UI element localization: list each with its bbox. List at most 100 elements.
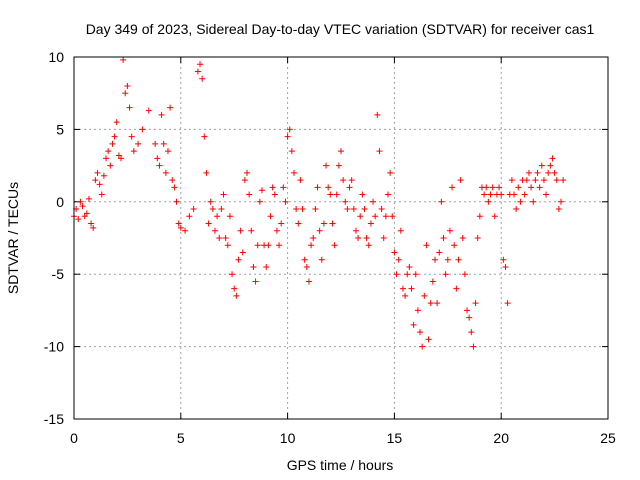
data-point	[412, 271, 419, 278]
data-point	[216, 235, 223, 241]
data-point	[338, 148, 344, 155]
data-point	[500, 256, 507, 263]
y-tick-label: -15	[44, 411, 64, 427]
data-point	[372, 213, 379, 220]
data-point	[158, 111, 165, 118]
data-point	[410, 321, 417, 328]
data-point	[365, 242, 372, 249]
data-point	[273, 227, 280, 234]
data-point	[387, 169, 394, 176]
data-point	[207, 198, 214, 205]
data-point	[280, 184, 287, 191]
data-point	[291, 169, 298, 176]
data-point	[77, 198, 84, 205]
y-axis-label: SDTVAR / TECUs	[5, 182, 21, 294]
data-point	[201, 133, 208, 140]
data-point	[120, 56, 127, 63]
data-point	[342, 198, 349, 205]
data-point	[218, 206, 225, 213]
data-point	[363, 235, 370, 241]
data-point	[263, 263, 270, 270]
data-point	[105, 148, 112, 155]
data-point	[476, 213, 483, 220]
data-point	[186, 213, 193, 220]
data-point	[489, 184, 496, 191]
data-point	[92, 177, 99, 184]
data-point	[182, 227, 189, 234]
data-point	[314, 184, 321, 191]
data-point	[515, 184, 522, 191]
data-point	[374, 111, 381, 118]
data-point	[459, 235, 466, 241]
y-tick-label: 10	[48, 49, 64, 65]
data-point	[359, 191, 366, 198]
data-point	[419, 343, 426, 350]
data-point	[380, 235, 387, 241]
data-point	[288, 148, 295, 155]
data-point	[517, 198, 524, 205]
y-tick-label: -5	[52, 266, 65, 282]
data-point	[327, 191, 334, 198]
data-point	[560, 177, 567, 184]
data-point	[348, 177, 355, 184]
data-point	[79, 203, 86, 210]
x-tick-label: 20	[493, 430, 509, 446]
data-point	[444, 256, 451, 263]
data-point	[126, 104, 133, 111]
data-point	[135, 140, 142, 147]
data-point	[504, 300, 511, 307]
data-point	[190, 206, 197, 213]
data-point	[323, 162, 330, 169]
data-point	[391, 249, 398, 256]
y-tick-label: 0	[56, 194, 64, 210]
data-point	[491, 213, 498, 220]
data-point	[451, 242, 458, 249]
x-tick-label: 0	[70, 430, 78, 446]
data-point	[130, 148, 137, 155]
data-point	[241, 177, 248, 184]
data-point	[376, 148, 383, 155]
data-point	[152, 140, 159, 147]
data-point	[154, 155, 161, 162]
data-point	[239, 249, 246, 256]
grid-lines	[74, 57, 608, 419]
data-point	[248, 227, 255, 234]
data-point	[83, 210, 90, 217]
data-point	[350, 206, 357, 213]
x-tick-label: 5	[177, 430, 185, 446]
data-point	[284, 133, 291, 140]
data-point	[511, 191, 518, 198]
data-point	[370, 198, 377, 205]
data-point	[267, 213, 274, 220]
data-point	[487, 191, 494, 198]
data-point	[558, 198, 565, 205]
data-point	[88, 220, 95, 227]
data-point	[258, 187, 265, 194]
data-point	[107, 162, 114, 169]
data-point	[545, 169, 552, 176]
x-tick-label: 25	[600, 430, 616, 446]
data-point	[203, 169, 210, 176]
data-point	[421, 292, 428, 299]
data-point	[384, 191, 391, 198]
data-point	[299, 206, 306, 213]
data-point	[417, 329, 424, 336]
data-point	[111, 133, 118, 140]
data-point	[543, 191, 550, 198]
data-point	[98, 191, 105, 198]
data-point	[162, 169, 169, 176]
data-point	[508, 177, 515, 184]
data-point	[498, 191, 505, 198]
data-point	[329, 220, 336, 227]
data-point	[139, 126, 146, 133]
data-point	[357, 213, 364, 220]
data-point	[335, 162, 342, 169]
data-point	[312, 206, 319, 213]
data-point	[455, 256, 462, 263]
data-point	[397, 227, 404, 234]
x-axis-label: GPS time / hours	[287, 457, 394, 473]
data-point	[523, 177, 530, 184]
data-point	[414, 307, 421, 314]
